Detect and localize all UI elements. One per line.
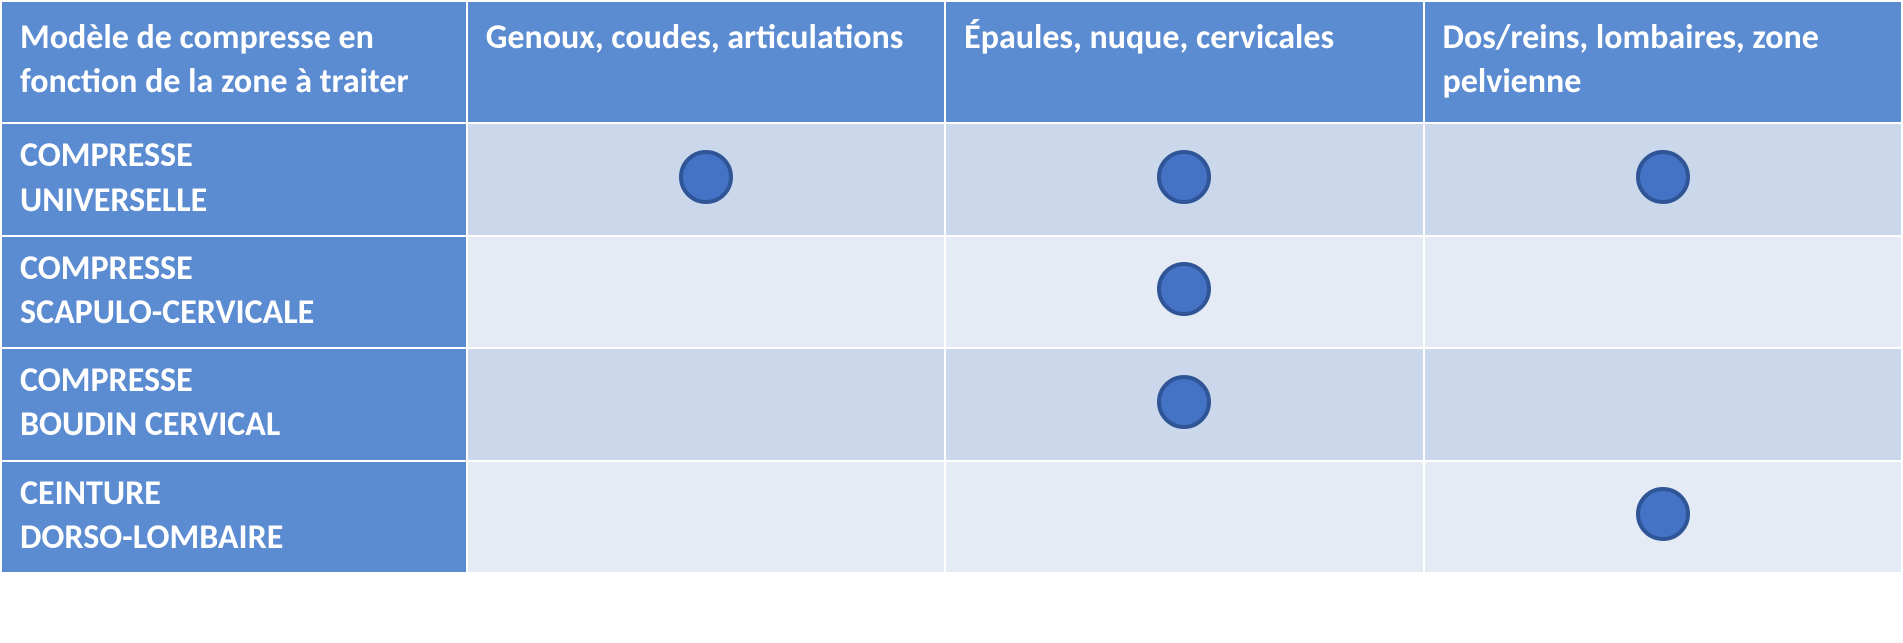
dot-marker-icon	[1636, 150, 1690, 204]
row-header: COMPRESSEUNIVERSELLE	[1, 123, 467, 235]
table-row: COMPRESSEBOUDIN CERVICAL	[1, 348, 1902, 460]
row-header-line1: CEINTURE	[20, 472, 448, 516]
table-cell	[945, 123, 1423, 235]
table-cell	[467, 123, 945, 235]
table-header-row: Modèle de compresse en fonction de la zo…	[1, 1, 1902, 123]
table-row: COMPRESSEUNIVERSELLE	[1, 123, 1902, 235]
col-header-zone-1: Genoux, coudes, articulations	[467, 1, 945, 123]
row-header: COMPRESSEBOUDIN CERVICAL	[1, 348, 467, 460]
col-header-model: Modèle de compresse en fonction de la zo…	[1, 1, 467, 123]
table-row: COMPRESSESCAPULO-CERVICALE	[1, 236, 1902, 348]
table-cell	[945, 461, 1423, 573]
row-header-line2: DORSO-LOMBAIRE	[20, 516, 448, 560]
table-cell	[467, 348, 945, 460]
row-header: COMPRESSESCAPULO-CERVICALE	[1, 236, 467, 348]
row-header-line2: UNIVERSELLE	[20, 179, 448, 223]
col-header-zone-3: Dos/reins, lombaires, zone pelvienne	[1424, 1, 1902, 123]
row-header: CEINTUREDORSO-LOMBAIRE	[1, 461, 467, 573]
dot-marker-icon	[1157, 262, 1211, 316]
table-body: COMPRESSEUNIVERSELLECOMPRESSESCAPULO-CER…	[1, 123, 1902, 573]
dot-marker-icon	[679, 150, 733, 204]
table-cell	[467, 236, 945, 348]
dot-marker-icon	[1157, 150, 1211, 204]
table-cell	[1424, 461, 1902, 573]
dot-marker-icon	[1636, 487, 1690, 541]
row-header-line1: COMPRESSE	[20, 247, 448, 291]
table-cell	[467, 461, 945, 573]
row-header-line2: BOUDIN CERVICAL	[20, 403, 448, 447]
table-cell	[1424, 123, 1902, 235]
row-header-line2: SCAPULO-CERVICALE	[20, 291, 448, 335]
col-header-zone-2: Épaules, nuque, cervicales	[945, 1, 1423, 123]
dot-marker-icon	[1157, 375, 1211, 429]
row-header-line1: COMPRESSE	[20, 359, 448, 403]
table-container: Modèle de compresse en fonction de la zo…	[0, 0, 1903, 574]
table-cell	[945, 348, 1423, 460]
table-cell	[945, 236, 1423, 348]
table-cell	[1424, 348, 1902, 460]
compress-model-table: Modèle de compresse en fonction de la zo…	[0, 0, 1903, 574]
table-row: CEINTUREDORSO-LOMBAIRE	[1, 461, 1902, 573]
row-header-line1: COMPRESSE	[20, 134, 448, 178]
table-cell	[1424, 236, 1902, 348]
